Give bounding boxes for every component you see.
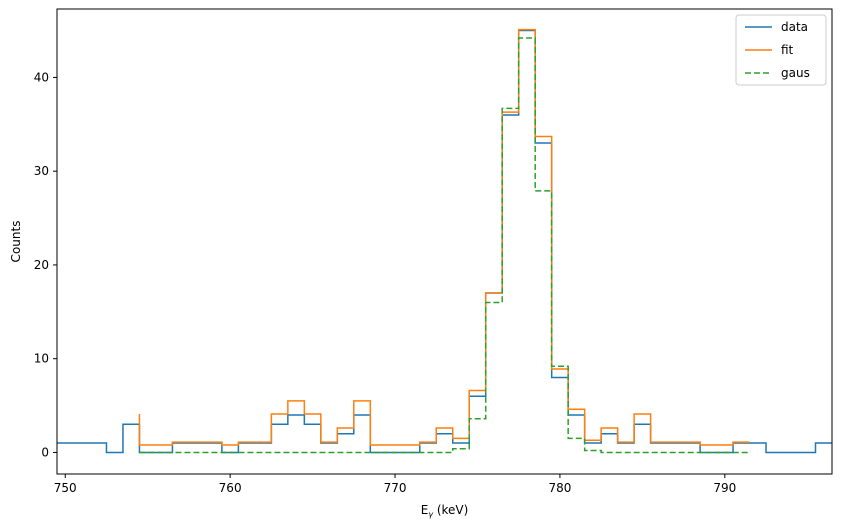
y-tick-label: 30 [34, 164, 49, 178]
y-axis-label: Counts [9, 221, 23, 263]
legend-label-gaus: gaus [781, 66, 810, 80]
y-tick-label: 20 [34, 258, 49, 272]
series-layer [57, 28, 832, 454]
plot-frame [56, 8, 833, 475]
legend-label-fit: fit [781, 43, 794, 57]
series-gaus-line [139, 37, 750, 454]
y-tick-label: 10 [34, 352, 49, 366]
y-tick-label: 40 [34, 70, 49, 84]
x-tick-label: 760 [219, 481, 242, 495]
series-fit-line [138, 28, 750, 446]
y-axis: 0 10 20 30 40 [34, 70, 57, 459]
legend: data fit gaus [735, 14, 827, 86]
x-tick-label: 790 [713, 481, 736, 495]
x-tick-label: 780 [548, 481, 571, 495]
y-tick-label: 0 [41, 445, 49, 459]
x-axis-label: Eγ (keV) [421, 503, 469, 519]
legend-frame [735, 14, 827, 86]
x-axis: 750 760 770 780 790 [54, 474, 736, 495]
legend-label-data: data [781, 20, 808, 34]
x-tick-label: 770 [384, 481, 407, 495]
plot-background [57, 9, 832, 474]
x-tick-label: 750 [54, 481, 77, 495]
